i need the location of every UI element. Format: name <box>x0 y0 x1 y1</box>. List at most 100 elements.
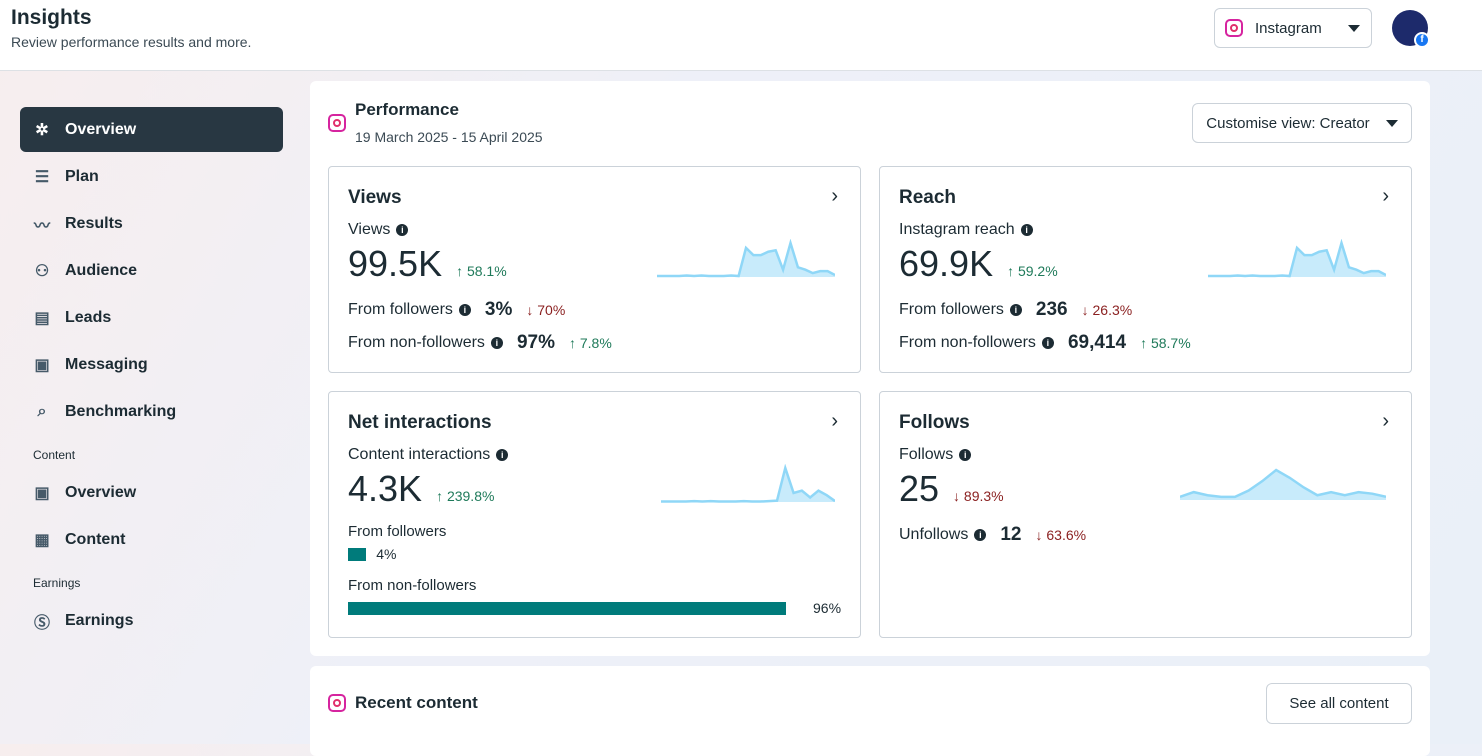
metric-value: 99.5K ↑ 58.1% <box>348 243 507 284</box>
benchmark-search-icon: ⌕ <box>37 402 47 420</box>
sidebar-item-messaging[interactable]: ▣ Messaging <box>20 342 283 387</box>
facebook-icon: f <box>1414 32 1430 48</box>
instagram-icon <box>328 694 346 712</box>
chevron-right-icon[interactable]: › <box>1382 185 1389 207</box>
nav-label: Messaging <box>65 355 148 373</box>
reach-sparkline <box>1208 239 1386 278</box>
metric-value: 69.9K ↑ 59.2% <box>899 243 1058 284</box>
sidebar-item-benchmarking[interactable]: ⌕ Benchmarking <box>20 389 283 434</box>
instagram-icon <box>1225 19 1243 37</box>
info-icon: i <box>1041 337 1054 349</box>
sparkline-line <box>661 464 835 503</box>
nav-label: Plan <box>65 167 99 185</box>
unfollows: Unfollows i 12 ↓ 63.6% <box>899 524 1087 545</box>
sparkline-line <box>657 239 835 278</box>
avatar[interactable]: f <box>1392 10 1430 48</box>
page-subtitle: Review performance results and more. <box>11 34 252 50</box>
info-icon: i <box>1020 224 1033 236</box>
sidebar-item-content[interactable]: ▦ Content <box>20 517 283 562</box>
followers-label: From followers <box>348 523 447 540</box>
follows-card[interactable]: Follows › Follows i 25 ↓ 89.3% Unfollows i 1… <box>879 391 1412 638</box>
non-followers-bar <box>348 602 786 615</box>
sidebar-item-earnings[interactable]: Ⓢ Earnings <box>20 598 283 643</box>
change-up: ↑ 58.1% <box>456 263 507 279</box>
table-icon: ▦ <box>34 531 50 549</box>
nav-label: Content <box>65 530 126 548</box>
info-icon: i <box>1009 304 1022 316</box>
sparkline-area <box>1180 470 1386 500</box>
nav-label: Results <box>65 214 123 232</box>
performance-card: Performance 19 March 2025 - 15 April 202… <box>310 81 1430 656</box>
interactions-card[interactable]: Net interactions › Content interactions i… <box>328 391 861 638</box>
interactions-sparkline <box>661 464 835 503</box>
info-icon: i <box>959 449 972 461</box>
nav-label: Leads <box>65 308 112 326</box>
see-all-content-button[interactable]: See all content <box>1266 683 1412 724</box>
sidebar-item-results[interactable]: 〰 Results <box>20 201 283 246</box>
views-card[interactable]: Views › Views i 99.5K ↑ 58.1% From followe… <box>328 166 861 373</box>
sparkline-line <box>1180 468 1386 499</box>
sidebar: ✲ Overview ☰ Plan 〰 Results ⚇ Audience ▤ Lead… <box>20 107 283 645</box>
nav-label: Benchmarking <box>65 402 177 420</box>
chevron-right-icon[interactable]: › <box>831 410 838 432</box>
nav-label: Audience <box>65 261 138 279</box>
performance-title: Performance <box>355 100 459 119</box>
hub-icon: ✲ <box>35 121 49 139</box>
info-icon: i <box>496 449 509 461</box>
header: Insights Review performance results and … <box>0 0 1482 71</box>
section-earnings: Earnings <box>33 576 81 590</box>
line-chart-icon: 〰 <box>33 217 50 235</box>
card-title: Reach <box>899 187 957 208</box>
messaging-icon: ▣ <box>34 484 50 502</box>
sidebar-item-plan[interactable]: ☰ Plan <box>20 154 283 199</box>
sparkline-area <box>661 468 835 502</box>
followers-pct: 4% <box>376 546 397 562</box>
platform-select[interactable]: Instagram <box>1214 8 1372 48</box>
views-sparkline <box>657 239 835 278</box>
metric-value: 4.3K ↑ 239.8% <box>348 468 495 509</box>
recent-content-card: Recent content See all content <box>310 666 1430 756</box>
non-followers-pct: 96% <box>813 600 842 616</box>
nav-label: Overview <box>65 120 137 138</box>
from-followers: From followers i 236 ↓ 26.3% <box>899 299 1133 320</box>
nav-label: Earnings <box>65 611 134 629</box>
from-non-followers: From non-followers i 97% ↑ 7.8% <box>348 332 612 353</box>
non-followers-label: From non-followers <box>348 577 477 594</box>
info-icon[interactable]: i <box>396 224 409 236</box>
sidebar-item-overview[interactable]: ✲ Overview <box>20 107 283 152</box>
sidebar-item-leads[interactable]: ▤ Leads <box>20 295 283 340</box>
chevron-right-icon[interactable]: › <box>1382 410 1389 432</box>
info-icon: i <box>974 529 987 541</box>
page-title: Insights <box>11 6 92 29</box>
card-title: Net interactions <box>348 412 492 433</box>
sparkline-line <box>1208 239 1386 278</box>
customise-view-button[interactable]: Customise view: Creator <box>1192 103 1412 143</box>
sidebar-item-audience[interactable]: ⚇ Audience <box>20 248 283 293</box>
recent-content-title: Recent content <box>355 693 478 712</box>
info-icon: i <box>490 337 503 349</box>
metric-label: Follows i <box>899 446 972 464</box>
sidebar-item-content-overview[interactable]: ▣ Overview <box>20 470 283 515</box>
customise-label: Customise view: Creator <box>1206 114 1370 132</box>
chevron-right-icon[interactable]: › <box>831 185 838 207</box>
sparkline-area <box>657 243 835 277</box>
platform-label: Instagram <box>1255 19 1322 37</box>
date-range: 19 March 2025 - 15 April 2025 <box>355 129 543 145</box>
from-followers: From followers i 3% ↓ 70% <box>348 299 566 320</box>
sparkline-area <box>1208 243 1386 277</box>
card-title: Follows <box>899 412 970 433</box>
reach-card[interactable]: Reach › Instagram reach i 69.9K ↑ 59.2% Fr… <box>879 166 1412 373</box>
info-icon: i <box>458 304 471 316</box>
messaging-icon: ▣ <box>34 356 50 374</box>
people-icon: ⚇ <box>34 262 50 280</box>
numbered-list-icon: ☰ <box>34 168 50 186</box>
caret-down-icon <box>1385 119 1398 127</box>
metric-label: Instagram reach i <box>899 221 1033 239</box>
followers-bar <box>348 548 367 561</box>
dollar-icon: Ⓢ <box>33 614 50 632</box>
caret-down-icon <box>1347 24 1360 32</box>
nav-label: Overview <box>65 483 137 501</box>
instagram-icon <box>328 114 346 132</box>
contact-card-icon: ▤ <box>34 309 50 327</box>
card-title: Views <box>348 187 402 208</box>
